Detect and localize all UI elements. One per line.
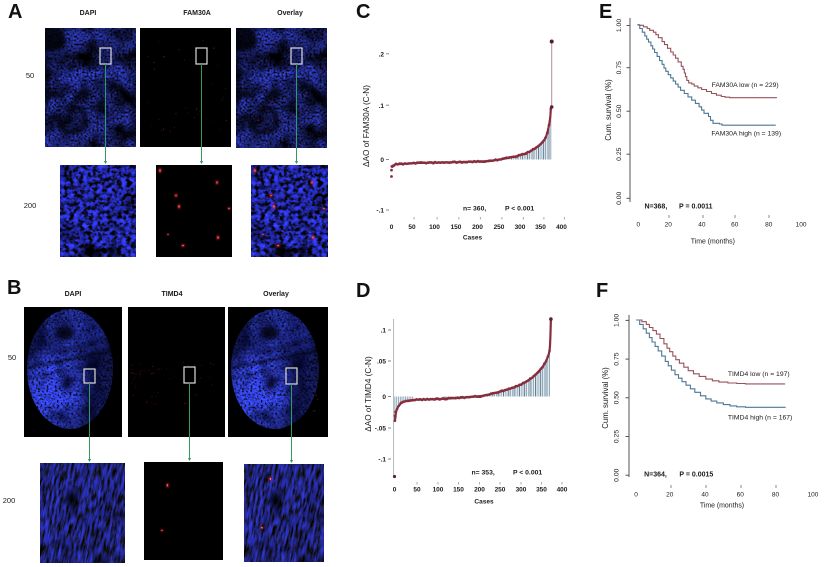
svg-text:1.00: 1.00 [616,19,623,32]
svg-text:FAM30A high (n = 139): FAM30A high (n = 139) [711,131,781,138]
svg-text:.05: .05 [377,359,386,366]
svg-text:-.05: -.05 [375,426,387,433]
svg-text:0: 0 [393,487,397,494]
svg-text:100: 100 [433,487,444,494]
svg-text:80: 80 [772,492,780,499]
svg-text:0.00: 0.00 [616,191,623,204]
svg-text:N=364,: N=364, [644,472,667,479]
svg-text:0: 0 [636,222,640,229]
svg-text:0: 0 [390,224,394,231]
svg-text:Cum. survival (%): Cum. survival (%) [604,79,613,141]
svg-text:A: A [8,1,22,23]
svg-text:E: E [599,1,612,23]
svg-text:150: 150 [453,487,464,494]
svg-text:DAPI: DAPI [80,10,97,17]
svg-text:250: 250 [495,487,506,494]
svg-text:60: 60 [731,222,739,229]
svg-text:40: 40 [701,492,709,499]
svg-text:.2: .2 [379,52,385,59]
svg-text:C: C [356,1,370,23]
svg-text:Cum. survival (%): Cum. survival (%) [601,367,610,429]
svg-text:N=368,: N=368, [645,204,668,211]
svg-text:Time (months): Time (months) [700,503,744,510]
svg-text:150: 150 [451,224,462,231]
svg-text:100: 100 [429,224,440,231]
svg-text:0.25: 0.25 [614,430,621,443]
svg-text:60: 60 [737,492,745,499]
svg-text:DAPI: DAPI [65,291,82,298]
svg-text:-.1: -.1 [376,208,384,215]
svg-text:0.50: 0.50 [616,104,623,117]
svg-text:B: B [7,277,21,299]
svg-text:0: 0 [634,492,638,499]
svg-text:0: 0 [382,394,386,401]
svg-text:400: 400 [557,487,568,494]
svg-text:300: 300 [516,487,527,494]
svg-text:40: 40 [698,222,706,229]
svg-text:Time (months): Time (months) [691,239,735,246]
svg-text:FAM30A: FAM30A [183,10,211,17]
svg-text:ΔAO of TIMD4 (C-N): ΔAO of TIMD4 (C-N) [364,356,373,432]
svg-text:-.1: -.1 [378,457,386,464]
svg-text:100: 100 [796,222,807,229]
svg-text:0.75: 0.75 [614,352,621,365]
svg-text:20: 20 [666,492,674,499]
svg-text:50: 50 [408,224,416,231]
svg-text:350: 350 [535,224,546,231]
svg-text:P = 0.0015: P = 0.0015 [679,472,713,479]
svg-text:n= 353,: n= 353, [472,470,495,477]
svg-text:0.75: 0.75 [616,61,623,74]
svg-text:0.00: 0.00 [614,468,621,481]
svg-text:TIMD4 low (n = 197): TIMD4 low (n = 197) [728,371,790,378]
svg-text:20: 20 [665,222,673,229]
svg-text:TIMD4 high (n = 167): TIMD4 high (n = 167) [728,415,792,422]
svg-text:50: 50 [413,487,421,494]
svg-text:0.50: 0.50 [614,391,621,404]
svg-text:350: 350 [536,487,547,494]
svg-text:200: 200 [3,496,16,505]
svg-text:0.25: 0.25 [616,147,623,160]
svg-text:.1: .1 [379,103,385,110]
svg-text:n= 360,: n= 360, [463,206,486,213]
svg-text:50: 50 [26,71,34,80]
svg-text:200: 200 [474,487,485,494]
svg-text:50: 50 [8,353,16,362]
svg-text:Overlay: Overlay [277,10,303,17]
svg-text:80: 80 [765,222,773,229]
svg-text:100: 100 [808,492,819,499]
svg-text:Cases: Cases [474,499,494,506]
svg-text:F: F [596,280,608,302]
svg-text:250: 250 [494,224,505,231]
svg-text:FAM30A low (n = 229): FAM30A low (n = 229) [712,82,779,89]
svg-text:TIMD4: TIMD4 [162,291,183,298]
svg-text:300: 300 [515,224,526,231]
svg-text:1.00: 1.00 [614,314,621,327]
svg-text:P = 0.0011: P = 0.0011 [679,204,713,211]
svg-text:400: 400 [556,224,567,231]
svg-text:Overlay: Overlay [263,291,289,298]
svg-text:D: D [356,280,370,302]
svg-text:P < 0.001: P < 0.001 [513,470,542,477]
svg-text:200: 200 [24,201,37,210]
svg-text:ΔAO of FAM30A (C-N): ΔAO of FAM30A (C-N) [362,85,371,167]
svg-text:200: 200 [472,224,483,231]
svg-text:0: 0 [380,157,384,164]
svg-text:P < 0.001: P < 0.001 [505,206,534,213]
svg-text:Cases: Cases [463,235,483,242]
svg-text:.1: .1 [381,328,387,335]
